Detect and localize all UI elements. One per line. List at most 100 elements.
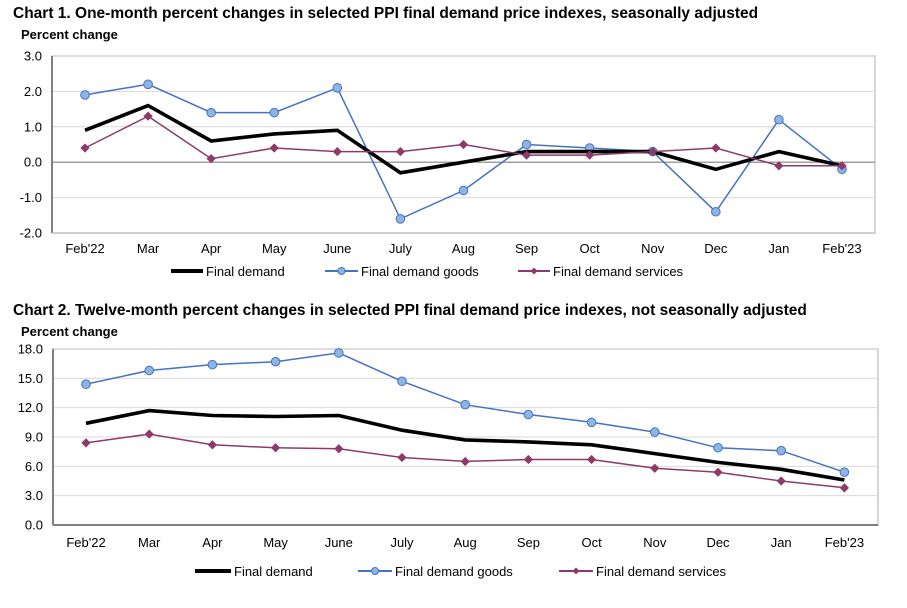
- y-tick-label: 1.0: [24, 119, 42, 134]
- data-point-services: [143, 111, 153, 121]
- legend-item-goods: Final demand goods: [358, 564, 513, 579]
- x-tick-label: Aug: [452, 241, 475, 256]
- data-point-goods: [143, 79, 153, 90]
- data-point-services: [458, 139, 469, 150]
- legend-item-services: Final demand services: [559, 564, 727, 579]
- data-point-services: [839, 483, 850, 493]
- legend-label: Final demand goods: [395, 564, 513, 579]
- data-point-goods: [650, 427, 660, 437]
- data-point-services: [80, 143, 90, 153]
- data-point-services: [395, 146, 406, 157]
- data-point-goods: [395, 214, 406, 224]
- data-point-goods: [206, 107, 216, 118]
- data-point-services: [207, 440, 218, 450]
- data-point-services: [648, 146, 658, 157]
- data-point-services: [81, 438, 91, 448]
- y-tick-label: 15.0: [18, 371, 43, 386]
- data-point-services: [776, 476, 786, 486]
- x-tick-label: July: [390, 535, 414, 550]
- data-point-services: [711, 143, 721, 153]
- legend-label: Final demand services: [596, 564, 727, 579]
- x-tick-label: Sep: [515, 241, 538, 256]
- data-point-services: [713, 467, 723, 477]
- legend-item-final-demand: Final demand: [171, 264, 285, 279]
- data-point-goods: [80, 90, 90, 100]
- x-tick-label: Sep: [517, 535, 540, 550]
- series-line-final-demand: [84, 103, 843, 175]
- y-tick-label: 12.0: [18, 400, 43, 415]
- data-point-goods: [776, 445, 787, 456]
- data-point-goods: [269, 107, 280, 118]
- data-point-goods: [144, 365, 154, 376]
- legend-label: Final demand services: [553, 264, 684, 279]
- series-services: [80, 111, 847, 171]
- data-point-goods: [774, 114, 784, 125]
- data-point-goods: [711, 206, 721, 217]
- series-final-demand: [84, 103, 843, 175]
- data-point-goods: [81, 379, 91, 390]
- x-tick-label: Jan: [768, 241, 789, 256]
- chart-2-y-axis-label: Percent change: [21, 324, 118, 339]
- data-point-services: [586, 454, 597, 465]
- y-tick-label: -1.0: [20, 190, 42, 205]
- legend-marker-diamond: [530, 267, 538, 275]
- data-point-services: [585, 150, 595, 160]
- data-point-services: [837, 161, 847, 171]
- chart-1-y-axis-label: Percent change: [21, 27, 118, 42]
- x-tick-label: Feb'22: [66, 535, 105, 550]
- legend-label: Final demand: [206, 264, 285, 279]
- x-tick-label: Jan: [771, 535, 792, 550]
- data-point-services: [144, 429, 154, 439]
- y-tick-label: 3.0: [24, 49, 42, 64]
- data-point-goods: [332, 83, 343, 93]
- y-tick-label: 9.0: [25, 430, 43, 445]
- y-tick-label: 0.0: [25, 518, 43, 533]
- y-tick-label: -2.0: [20, 226, 42, 241]
- data-point-goods: [270, 356, 281, 367]
- data-point-services: [269, 143, 279, 153]
- x-tick-label: Nov: [643, 535, 667, 550]
- data-point-goods: [334, 348, 344, 358]
- data-point-services: [206, 154, 216, 164]
- series-services: [81, 429, 850, 493]
- x-tick-label: Apr: [201, 241, 222, 256]
- y-tick-label: 3.0: [25, 488, 43, 503]
- series-line-final-demand: [85, 408, 845, 482]
- x-tick-label: Feb'23: [825, 535, 864, 550]
- data-point-goods: [586, 417, 597, 428]
- x-tick-label: Feb'22: [65, 241, 104, 256]
- y-tick-label: 18.0: [18, 342, 43, 357]
- series-final-demand: [85, 408, 845, 482]
- data-point-goods: [458, 185, 469, 196]
- x-tick-label: July: [389, 241, 413, 256]
- x-tick-label: Mar: [138, 535, 161, 550]
- series-goods: [81, 348, 850, 478]
- data-point-services: [460, 456, 470, 467]
- data-point-services: [397, 452, 407, 463]
- y-tick-label: 6.0: [25, 459, 43, 474]
- x-tick-label: Dec: [704, 241, 728, 256]
- data-point-services: [523, 454, 534, 465]
- chart-2-title: Chart 2. Twelve-month percent changes in…: [13, 302, 807, 319]
- legend-label: Final demand goods: [361, 264, 479, 279]
- data-point-goods: [397, 376, 407, 387]
- x-tick-label: May: [262, 241, 287, 256]
- x-tick-label: Mar: [137, 241, 160, 256]
- legend-marker-circle: [337, 267, 346, 275]
- data-point-services: [650, 463, 660, 473]
- x-tick-label: Oct: [580, 241, 601, 256]
- x-tick-label: Feb'23: [822, 241, 861, 256]
- legend-item-goods: Final demand goods: [325, 264, 479, 279]
- data-point-goods: [523, 409, 534, 420]
- legend-item-final-demand: Final demand: [195, 564, 313, 579]
- x-tick-label: Aug: [454, 535, 477, 550]
- data-point-services: [334, 444, 344, 454]
- x-tick-label: June: [325, 535, 353, 550]
- x-tick-label: June: [323, 241, 351, 256]
- data-point-services: [332, 146, 342, 157]
- y-tick-label: 2.0: [24, 84, 42, 99]
- chart-1-title: Chart 1. One-month percent changes in se…: [13, 5, 759, 22]
- legend-item-services: Final demand services: [518, 264, 684, 279]
- data-point-goods: [207, 359, 218, 370]
